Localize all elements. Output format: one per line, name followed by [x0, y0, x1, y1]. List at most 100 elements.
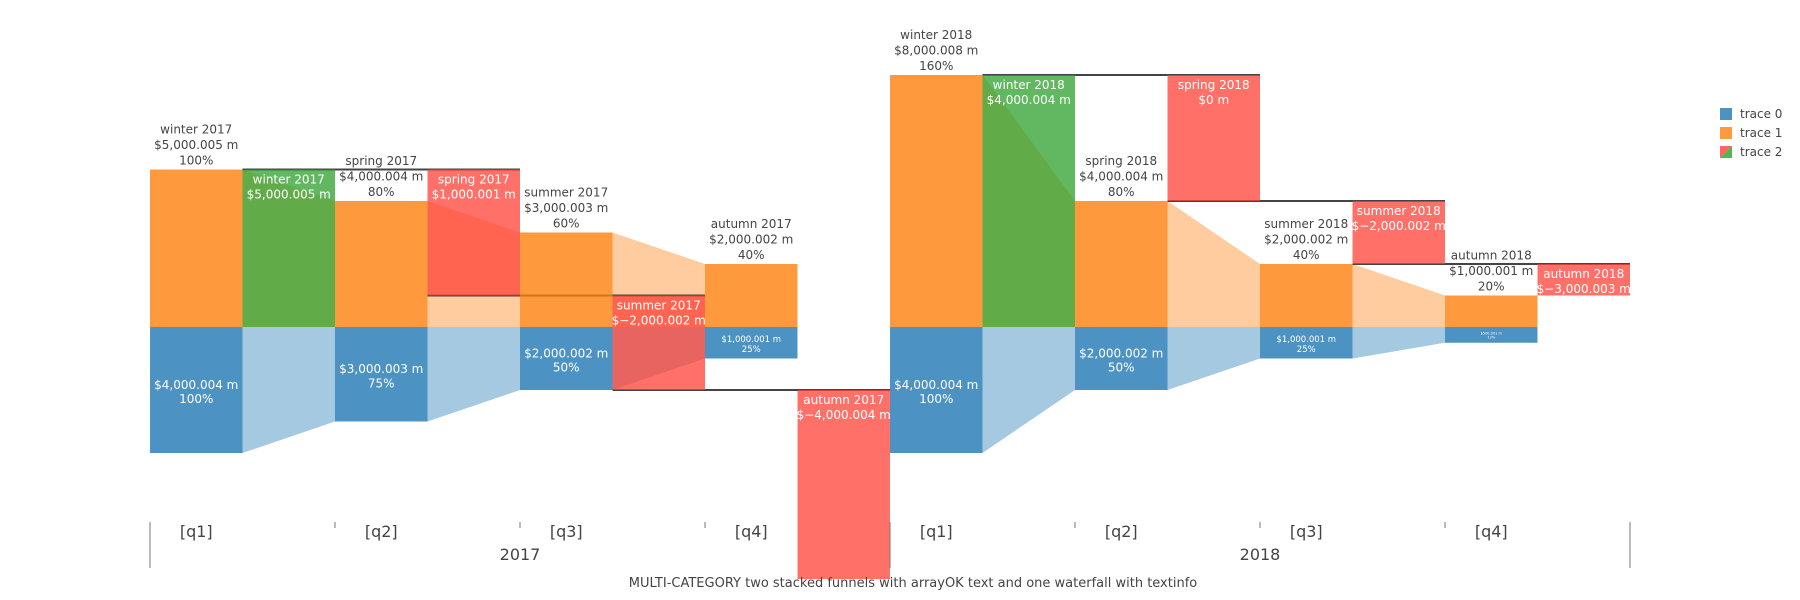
waterfall-label-line: winter 2018: [993, 78, 1065, 92]
legend-swatch-trace1: [1720, 127, 1732, 139]
funnel-label-trace1-line: winter 2017: [160, 123, 232, 137]
axis-quarter-label: [q3]: [1290, 522, 1323, 541]
funnel-label-trace1-line: summer 2017: [524, 186, 608, 200]
waterfall-label-line: $0 m: [1198, 93, 1229, 107]
waterfall-label: winter 2017 $5,000.005 m: [247, 173, 331, 202]
funnel-label-trace0-line: $1,000.001 m: [721, 335, 781, 345]
waterfall-label: autumn 2018 $−3,000.003 m: [1537, 267, 1631, 296]
funnel-bar-trace0: [150, 327, 243, 453]
funnel-label-trace0-line: 25%: [742, 345, 761, 355]
funnel-label-trace0-line: $4,000.004 m: [894, 378, 978, 392]
funnel-label-trace1-line: $8,000.008 m: [894, 44, 978, 58]
funnel-label-trace1-line: $3,000.003 m: [524, 201, 608, 215]
axis-year-label: 2018: [1240, 545, 1281, 564]
funnel-label-trace0-line: $4,000.004 m: [154, 378, 238, 392]
waterfall-label-line: $1,000.001 m: [432, 188, 516, 202]
funnel-bar-trace0: [1075, 327, 1168, 390]
funnel-label-trace0-line: $3,000.003 m: [339, 362, 423, 376]
legend-label: trace 0: [1740, 107, 1782, 121]
funnel-connector-trace0: [1352, 327, 1445, 359]
funnel-label-trace1-line: $4,000.004 m: [1079, 170, 1163, 184]
funnel-connector-trace0: [427, 327, 520, 422]
waterfall-bar-decreasing: [427, 169, 520, 296]
funnel-bar-trace1: [890, 75, 983, 327]
funnel-connector-trace1: [1352, 264, 1445, 327]
funnel-bar-trace0: [335, 327, 428, 422]
funnel-connector-trace1: [1167, 201, 1260, 327]
funnel-bar-trace1: [520, 232, 613, 327]
waterfall-label: winter 2018 $4,000.004 m: [987, 78, 1071, 107]
label-layer: $4,000.004 m 100% $3,000.003 m 75% $2,000.00…: [154, 28, 1631, 422]
axis-quarter-label: [q2]: [1105, 522, 1138, 541]
waterfall-label-line: summer 2018: [1357, 204, 1441, 218]
waterfall-label-line: winter 2017: [253, 173, 325, 187]
axis-quarter-label: [q2]: [365, 522, 398, 541]
funnel-label-trace1: summer 2018 $2,000.002 m 40%: [1264, 217, 1348, 262]
funnel-bar-trace1: [705, 264, 798, 327]
waterfall-label: summer 2018 $−2,000.002 m: [1352, 204, 1446, 233]
funnel-label-trace1-line: 160%: [919, 59, 953, 73]
axis-quarter-label: [q4]: [735, 522, 768, 541]
funnel-bar-trace1: [1260, 264, 1353, 327]
funnel-label-trace1-line: 80%: [1108, 185, 1135, 199]
waterfall-label-line: $4,000.004 m: [987, 93, 1071, 107]
legend-label: trace 2: [1740, 145, 1782, 159]
waterfall-label-line: $−2,000.002 m: [612, 314, 706, 328]
funnel-label-trace0: $3,000.003 m 75%: [339, 362, 423, 390]
funnel-bar-trace0: [1260, 327, 1353, 359]
funnel-label-trace1-line: $2,000.002 m: [709, 233, 793, 247]
waterfall-label: autumn 2017 $−4,000.004 m: [797, 393, 891, 422]
funnel-bar-trace0: [705, 327, 798, 359]
funnel-label-trace1: summer 2017 $3,000.003 m 60%: [524, 186, 608, 231]
waterfall-label-line: autumn 2018: [1543, 267, 1624, 281]
axis-quarter-label: [q3]: [550, 522, 583, 541]
axis-year-label: 2017: [500, 545, 541, 564]
funnel-label-trace0-line: $1,000.001 m: [1276, 335, 1336, 345]
waterfall-label: spring 2018 $0 m: [1178, 78, 1250, 107]
funnel-label-trace1: spring 2018 $4,000.004 m 80%: [1079, 154, 1163, 199]
funnel-label-trace1-line: 20%: [1478, 280, 1505, 294]
funnel-label-trace0-line: 50%: [1108, 361, 1135, 375]
funnel-label-trace0-line: 25%: [1297, 345, 1316, 355]
funnel-label-trace1: winter 2017 $5,000.005 m 100%: [154, 123, 238, 168]
legend[interactable]: trace 0 trace 1 trace 2: [1720, 107, 1782, 159]
funnel-label-trace0: $1,000.001 m 25%: [721, 335, 781, 355]
funnel-connector-trace0: [242, 327, 335, 453]
funnel-bar-trace1: [1075, 201, 1168, 327]
funnel-label-trace1-line: 80%: [368, 185, 395, 199]
legend-swatch-trace0: [1720, 108, 1732, 120]
funnel-label-trace1-line: summer 2018: [1264, 217, 1348, 231]
funnel-label-trace1-line: $5,000.005 m: [154, 138, 238, 152]
funnel-label-trace1-line: $4,000.004 m: [339, 170, 423, 184]
funnel-label-trace0: $500.001 m 13%: [1481, 332, 1503, 340]
waterfall-label-line: spring 2017: [438, 173, 510, 187]
legend-label: trace 1: [1740, 126, 1782, 140]
funnel-bar-trace0: [520, 327, 613, 390]
funnel-label-trace0: $4,000.004 m 100%: [154, 378, 238, 406]
legend-swatch-trace2-increasing: [1720, 146, 1732, 158]
waterfall-label-line: $−4,000.004 m: [797, 408, 891, 422]
axis-quarter-label: [q1]: [920, 522, 953, 541]
waterfall-label: spring 2017 $1,000.001 m: [432, 173, 516, 202]
waterfall-bar-decreasing: [1352, 201, 1445, 264]
funnel-bar-trace0: [890, 327, 983, 453]
waterfall-bar-decreasing: [612, 295, 705, 390]
waterfall-bar-decreasing: [797, 390, 890, 579]
waterfall-bar-decreasing: [1537, 264, 1630, 296]
funnel-label-trace1-line: 60%: [553, 217, 580, 231]
funnel-connector-trace0: [982, 327, 1075, 453]
funnel-label-trace0-line: $500.001 m: [1481, 332, 1503, 336]
funnel-label-trace1-line: 40%: [1293, 248, 1320, 262]
waterfall-bar-decreasing: [1167, 75, 1260, 201]
funnel-label-trace0: $4,000.004 m 100%: [894, 378, 978, 406]
waterfall-label: summer 2017 $−2,000.002 m: [612, 299, 706, 328]
waterfall-label-line: autumn 2017: [803, 393, 884, 407]
funnel-label-trace1: winter 2018 $8,000.008 m 160%: [894, 28, 978, 73]
waterfall-label-line: $5,000.005 m: [247, 188, 331, 202]
funnel-label-trace1-line: spring 2018: [1085, 154, 1157, 168]
waterfall-label-line: $−2,000.002 m: [1352, 219, 1446, 233]
funnel-connector-trace0: [1167, 327, 1260, 390]
waterfall-label-line: $−3,000.003 m: [1537, 282, 1631, 296]
funnel-bar-trace1: [1445, 295, 1538, 327]
chart-title: MULTI-CATEGORY two stacked funnels with …: [629, 576, 1198, 591]
